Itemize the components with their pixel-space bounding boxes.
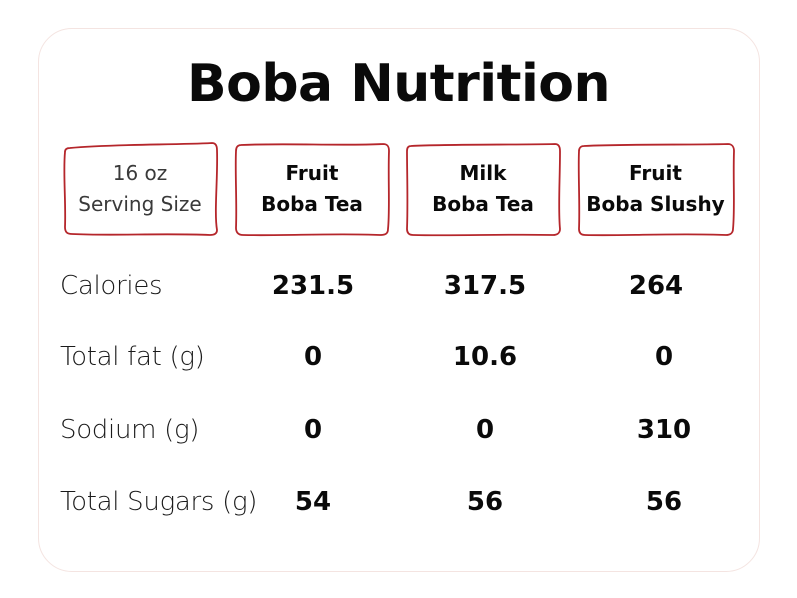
- row-label-total-fat: Total fat (g): [60, 342, 205, 372]
- hand-drawn-box-outline: [63, 142, 219, 236]
- value-sugars-fruit-boba-slushy: 56: [645, 487, 683, 517]
- column-header-line2: Boba Slushy: [586, 192, 725, 216]
- value-calories-fruit-boba-tea: 231.5: [271, 271, 355, 301]
- value-fat-fruit-boba-tea: 0: [303, 342, 323, 372]
- value-fat-fruit-boba-slushy: 0: [654, 342, 674, 372]
- column-header-line2: Boba Tea: [261, 192, 363, 216]
- value-fat-milk-boba-tea: 10.6: [452, 342, 518, 372]
- row-label-total-sugars: Total Sugars (g): [60, 487, 258, 517]
- value-sugars-milk-boba-tea: 56: [466, 487, 504, 517]
- hand-drawn-box-outline: [406, 143, 561, 237]
- hand-drawn-box-outline: [577, 143, 735, 237]
- row-label-calories: Calories: [60, 271, 163, 301]
- column-header-fruit-boba-slushy: Fruit Boba Slushy: [576, 142, 735, 237]
- column-header-line1: Fruit: [285, 161, 339, 185]
- value-sodium-milk-boba-tea: 0: [475, 415, 495, 445]
- page-title: Boba Nutrition: [186, 54, 611, 114]
- column-header-milk-boba-tea: Milk Boba Tea: [405, 142, 561, 237]
- row-label-sodium: Sodium (g): [60, 415, 200, 445]
- column-header-fruit-boba-tea: Fruit Boba Tea: [234, 142, 390, 237]
- hand-drawn-box-outline: [234, 143, 390, 237]
- column-header-line2: Boba Tea: [432, 192, 534, 216]
- value-sodium-fruit-boba-tea: 0: [303, 415, 323, 445]
- value-sugars-fruit-boba-tea: 54: [294, 487, 332, 517]
- serving-size-header: 16 oz Serving Size: [62, 142, 219, 236]
- column-header-line1: Fruit: [629, 161, 682, 185]
- value-sodium-fruit-boba-slushy: 310: [636, 415, 692, 445]
- serving-amount: 16 oz: [112, 161, 168, 185]
- column-header-line1: Milk: [459, 161, 507, 185]
- nutrition-card: [38, 28, 760, 572]
- value-calories-fruit-boba-slushy: 264: [628, 271, 684, 301]
- serving-size-label: Serving Size: [78, 192, 202, 216]
- value-calories-milk-boba-tea: 317.5: [443, 271, 527, 301]
